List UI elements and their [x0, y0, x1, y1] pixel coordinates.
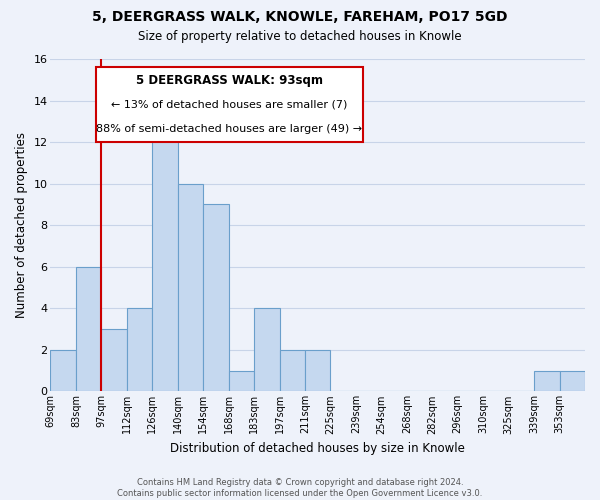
Text: 88% of semi-detached houses are larger (49) →: 88% of semi-detached houses are larger (… [97, 124, 362, 134]
Bar [50, 350, 76, 392]
Bar [534, 370, 560, 392]
Bar [76, 266, 101, 392]
Bar [127, 308, 152, 392]
Bar [280, 350, 305, 392]
Bar [101, 329, 127, 392]
Text: Size of property relative to detached houses in Knowle: Size of property relative to detached ho… [138, 30, 462, 43]
Bar [305, 350, 331, 392]
Text: 5, DEERGRASS WALK, KNOWLE, FAREHAM, PO17 5GD: 5, DEERGRASS WALK, KNOWLE, FAREHAM, PO17… [92, 10, 508, 24]
Bar [560, 370, 585, 392]
Bar [254, 308, 280, 392]
X-axis label: Distribution of detached houses by size in Knowle: Distribution of detached houses by size … [170, 442, 465, 455]
Text: 5 DEERGRASS WALK: 93sqm: 5 DEERGRASS WALK: 93sqm [136, 74, 323, 88]
Text: Contains HM Land Registry data © Crown copyright and database right 2024.
Contai: Contains HM Land Registry data © Crown c… [118, 478, 482, 498]
Bar [178, 184, 203, 392]
Y-axis label: Number of detached properties: Number of detached properties [15, 132, 28, 318]
FancyBboxPatch shape [96, 68, 363, 142]
Bar [152, 122, 178, 392]
Bar [229, 370, 254, 392]
Bar [203, 204, 229, 392]
Text: ← 13% of detached houses are smaller (7): ← 13% of detached houses are smaller (7) [112, 100, 348, 110]
